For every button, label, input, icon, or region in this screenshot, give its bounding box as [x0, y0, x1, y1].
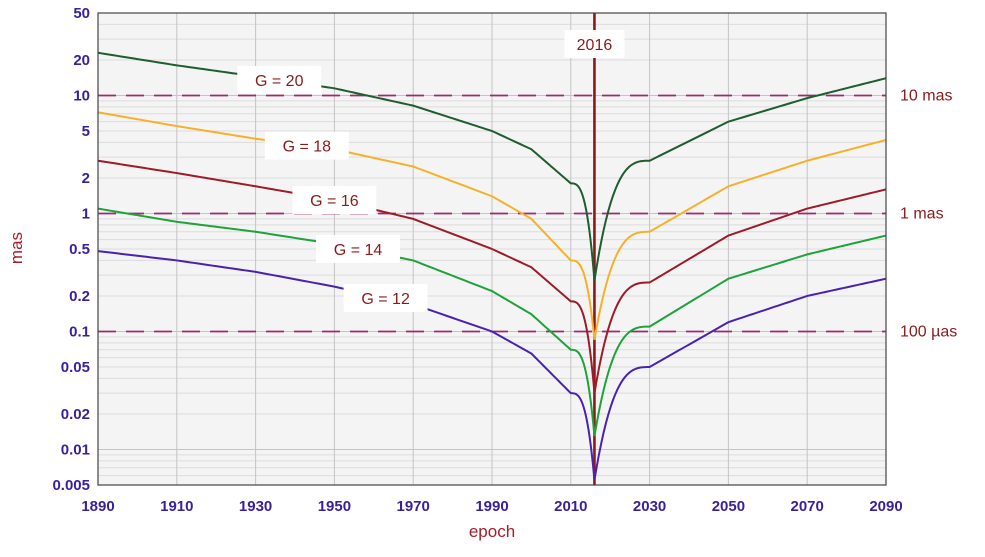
y-tick-label: 10 [73, 87, 90, 104]
y-tick-label: 0.2 [69, 288, 90, 305]
reference-epoch-label: 2016 [577, 37, 613, 54]
plot-frame [97, 12, 887, 486]
series-label: G = 16 [310, 193, 359, 210]
y-axis-ticks: 0.005 0.01 0.02 0.05 0.1 0.2 0.5 1 2 5 10 20 50 [52, 5, 90, 494]
series-label: G = 20 [255, 73, 304, 90]
y-tick-label: 0.05 [61, 359, 90, 376]
series-line [97, 207, 887, 437]
y-tick-label: 0.1 [69, 323, 90, 340]
x-tick-label: 2090 [869, 498, 902, 515]
x-axis-ticks: 1890 1910 1930 1950 1970 1990 2010 2030 2050 2070… [81, 498, 902, 515]
reference-epoch: 2016 [564, 13, 625, 485]
y-tick-label: 20 [73, 52, 90, 69]
y-tick-label: 50 [73, 5, 90, 22]
y-tick-label: 1 [82, 205, 90, 222]
y-tick-label: 5 [82, 123, 90, 140]
grid [97, 12, 887, 486]
reference-line-label: 100 µas [900, 323, 957, 340]
series-line [97, 111, 887, 340]
y-tick-label: 0.02 [61, 406, 90, 423]
series-label-box [264, 131, 349, 160]
x-axis-title: epoch [469, 522, 515, 541]
x-tick-label: 1890 [81, 498, 114, 515]
x-tick-label: 2010 [554, 498, 587, 515]
series-label-box [292, 186, 377, 215]
series-label: G = 18 [283, 139, 332, 156]
x-tick-label: 1930 [239, 498, 272, 515]
series-labels: G = 20 G = 18 G = 16 G = 14 G = 12 [237, 66, 428, 313]
reference-line-label: 1 mas [900, 205, 944, 222]
x-tick-label: 1910 [160, 498, 193, 515]
reference-line-labels: 10 mas 1 mas 100 µas [900, 87, 957, 340]
series-label-box [343, 284, 428, 313]
series-line [97, 159, 887, 394]
y-tick-label: 0.5 [69, 241, 90, 258]
reference-line-label: 10 mas [900, 87, 952, 104]
x-tick-label: 2070 [791, 498, 824, 515]
series-label: G = 12 [361, 291, 410, 308]
y-tick-label: 2 [82, 170, 90, 187]
y-axis-title: mas [7, 232, 26, 264]
x-tick-label: 1970 [397, 498, 430, 515]
x-tick-label: 1950 [318, 498, 351, 515]
y-tick-label: 0.01 [61, 441, 90, 458]
y-tick-label: 0.005 [52, 477, 90, 494]
series-label-box [237, 66, 322, 95]
x-tick-label: 2050 [712, 498, 745, 515]
series-label: G = 14 [334, 242, 383, 259]
series-label-box [316, 235, 401, 264]
x-tick-label: 1990 [475, 498, 508, 515]
series-line [97, 250, 887, 481]
reference-epoch-label-box [564, 30, 625, 58]
x-tick-label: 2030 [633, 498, 666, 515]
